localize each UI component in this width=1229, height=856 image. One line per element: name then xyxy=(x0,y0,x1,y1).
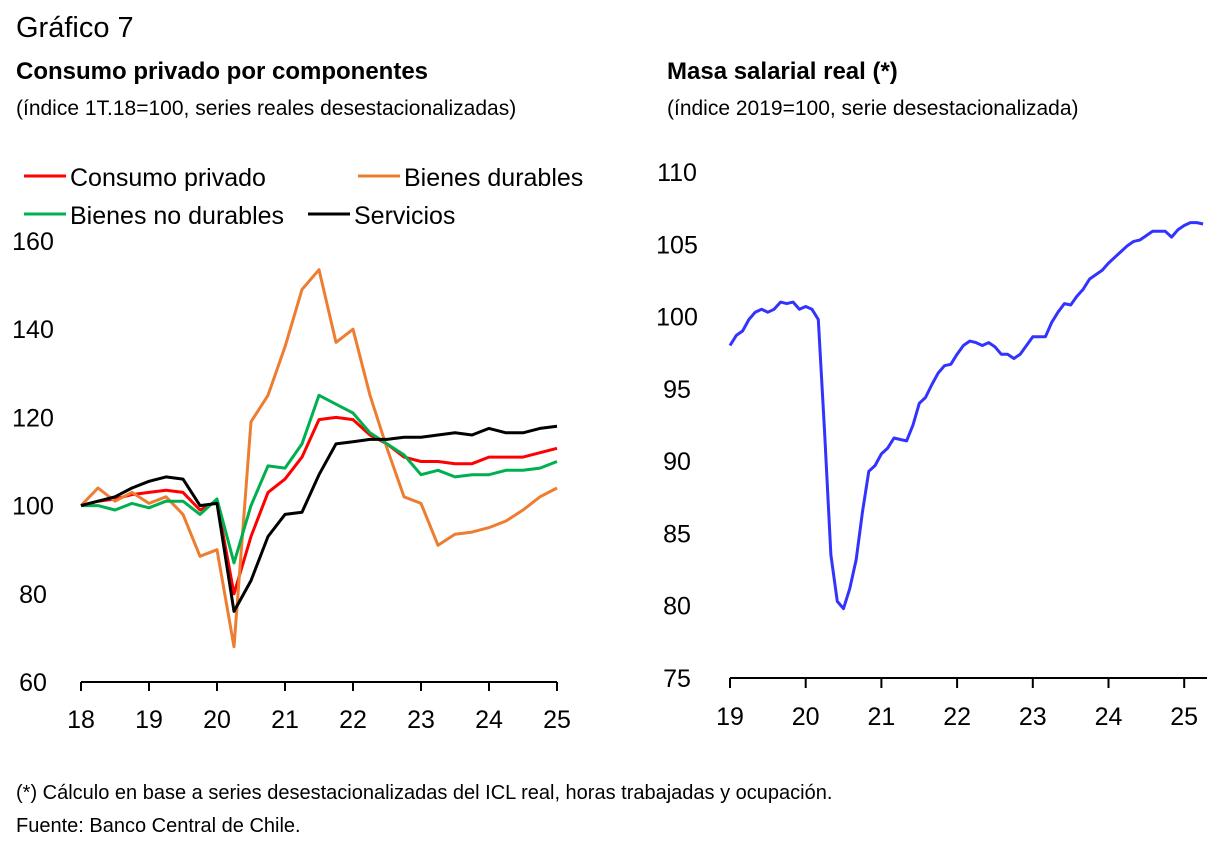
chart1-legend-label: Bienes durables xyxy=(404,164,583,192)
chart1-series-line xyxy=(80,415,558,596)
chart2-masa-salarial: 19 20 21 22 23 24 25 75 80 85 90 95 100 105 110 xyxy=(656,159,1207,731)
chart1-subtitle: (índice 1T.18=100, series reales desesta… xyxy=(16,97,517,120)
figure-label: Gráfico 7 xyxy=(16,12,134,44)
source-note: Fuente: Banco Central de Chile. xyxy=(16,815,301,837)
chart1-y-tick-label: 140 xyxy=(12,316,54,344)
chart1-series-line xyxy=(80,424,558,613)
chart1-x-tick-label: 23 xyxy=(407,706,435,734)
chart2-x-tick-label: 23 xyxy=(1019,703,1047,731)
chart1-x-tick-label: 25 xyxy=(543,706,571,734)
chart1-x-tick-label: 18 xyxy=(67,706,95,734)
footnote: (*) Cálculo en base a series desestacion… xyxy=(16,782,833,804)
chart1-y-tick-label: 160 xyxy=(12,228,54,256)
chart1-x-tick-label: 24 xyxy=(475,706,503,734)
chart2-x-tick-label: 21 xyxy=(867,703,895,731)
chart2-x-tick-label: 22 xyxy=(943,703,971,731)
chart1-x-tick-label: 20 xyxy=(203,706,231,734)
chart1-x-tick-label: 19 xyxy=(135,706,163,734)
chart1-series-line xyxy=(79,268,558,649)
chart1-x-tick-label: 22 xyxy=(339,706,367,734)
chart1-x-tick-label: 21 xyxy=(271,706,299,734)
chart2-subtitle: (índice 2019=100, serie desestacionaliza… xyxy=(667,97,1079,120)
chart1-legend-label: Servicios xyxy=(354,202,455,230)
chart2-y-tick-label: 110 xyxy=(657,159,697,187)
chart1-y-tick-label: 120 xyxy=(12,404,54,432)
chart2-x-tick-label: 25 xyxy=(1170,703,1198,731)
chart2-y-tick-label: 80 xyxy=(663,593,691,621)
chart2-y-tick-label: 105 xyxy=(656,231,698,259)
chart1-consumo-privado: 18 19 20 21 22 23 24 25 60 80 100 120 140 160 Consumo … xyxy=(12,164,583,734)
chart2-x-tick-label: 19 xyxy=(716,703,744,731)
chart2-title: Masa salarial real (*) xyxy=(667,58,898,85)
chart2-series-line xyxy=(728,221,1204,611)
chart2-y-tick-label: 75 xyxy=(663,665,691,693)
chart2-y-tick-label: 85 xyxy=(663,520,691,548)
chart2-x-tick-label: 24 xyxy=(1095,703,1123,731)
chart1-y-tick-label: 100 xyxy=(12,493,54,521)
chart1-series-line xyxy=(81,393,558,565)
chart1-title: Consumo privado por componentes xyxy=(16,58,429,85)
chart1-y-tick-label: 80 xyxy=(19,581,47,609)
chart2-y-tick-label: 100 xyxy=(656,304,698,332)
chart1-legend-label: Consumo privado xyxy=(70,164,266,192)
chart2-y-tick-label: 95 xyxy=(663,376,691,404)
chart2-x-tick-label: 20 xyxy=(792,703,820,731)
chart1-y-tick-label: 60 xyxy=(19,669,47,697)
chart2-y-tick-label: 90 xyxy=(663,448,691,476)
chart1-legend-label: Bienes no durables xyxy=(70,202,284,230)
